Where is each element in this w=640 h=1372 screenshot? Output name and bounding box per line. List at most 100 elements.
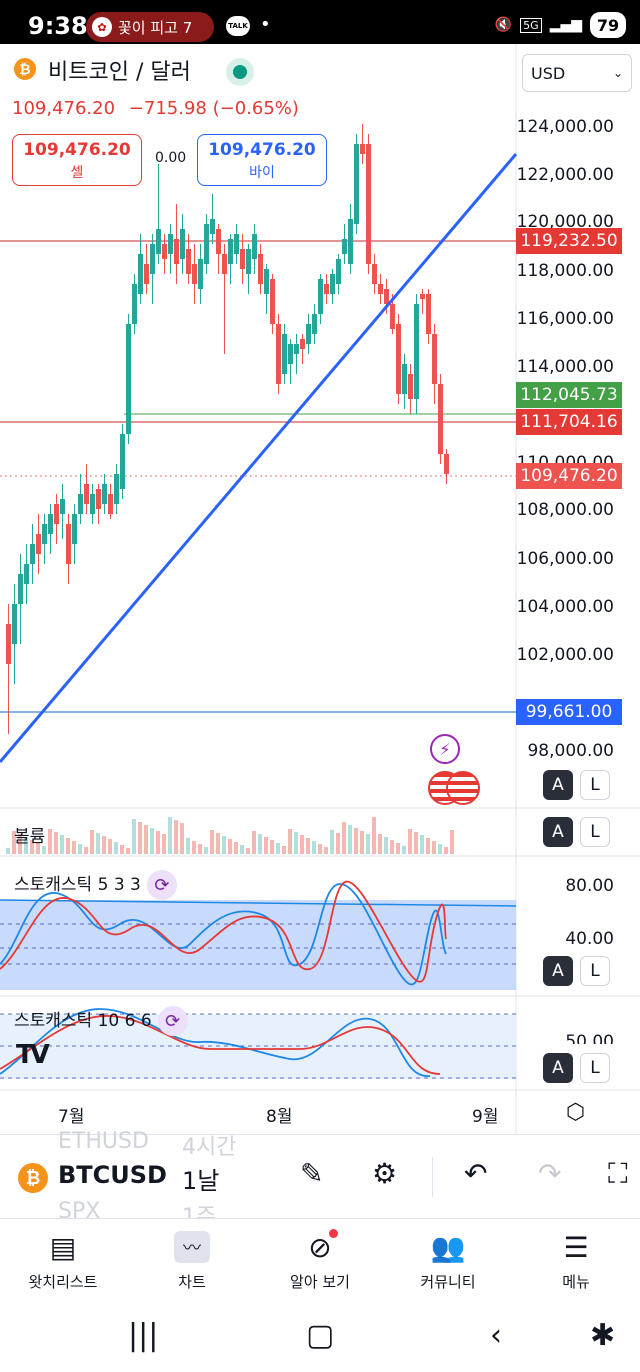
back-icon[interactable]: ‹ xyxy=(490,1318,502,1353)
candle xyxy=(108,494,113,514)
market-open-icon[interactable] xyxy=(226,58,254,86)
chart-area[interactable]: ₿ 비트코인 / 달러 109,476.20 −715.98 (−0.65%) … xyxy=(0,44,640,1134)
us-flag-icon[interactable] xyxy=(446,771,480,805)
stoch2-pane-title[interactable]: 스토캐스틱 10 6 6 ⟳ xyxy=(14,1006,188,1036)
redo-icon[interactable]: ↷ xyxy=(538,1157,562,1190)
candle xyxy=(174,239,179,264)
battery-icon: 79 xyxy=(590,12,626,38)
price-tag[interactable]: 119,232.50 xyxy=(516,228,622,254)
candle xyxy=(24,564,29,584)
candle xyxy=(330,274,335,294)
candle xyxy=(426,294,431,334)
log-scale-button[interactable]: L xyxy=(580,817,610,847)
candle xyxy=(42,524,47,544)
stoch2-d-line xyxy=(0,1015,441,1075)
candle xyxy=(372,264,377,284)
volume-bar xyxy=(24,837,28,854)
candle xyxy=(132,284,137,324)
mute-icon: 🔇 xyxy=(494,17,513,33)
nav-chart[interactable]: 〰 차트 xyxy=(137,1227,247,1292)
chart-settings-icon[interactable]: ⬡ xyxy=(566,1100,586,1125)
notification-chip[interactable]: ✿ 꽃이 피고 7 xyxy=(86,12,214,42)
timeframe-selector[interactable]: 1날 xyxy=(182,1167,220,1195)
timeframe-below: 1주 xyxy=(182,1205,217,1219)
price-change: −715.98 (−0.65%) xyxy=(128,98,299,119)
candle xyxy=(162,244,167,259)
volume-bar xyxy=(90,830,94,854)
candle xyxy=(72,514,77,544)
stoch1-pane-title[interactable]: 스토캐스틱 5 3 3 ⟳ xyxy=(14,870,177,900)
auto-scale-button[interactable]: A xyxy=(543,1053,573,1083)
price-tag[interactable]: 109,476.20 xyxy=(516,463,622,489)
chart-canvas[interactable] xyxy=(0,44,640,1134)
volume-pane-title[interactable]: 볼륨 xyxy=(14,827,46,847)
candle xyxy=(366,144,371,264)
volume-bar xyxy=(402,846,406,854)
time-tick: 7월 xyxy=(58,1107,85,1127)
price-tick: 122,000.00 xyxy=(516,165,614,185)
refresh-icon[interactable]: ⟳ xyxy=(157,1006,188,1036)
indicators-icon[interactable]: ⚙ xyxy=(372,1157,398,1190)
volume-bar xyxy=(444,847,448,854)
candle xyxy=(84,484,89,504)
volume-bar xyxy=(414,832,418,854)
candle xyxy=(282,334,287,374)
nav-explore[interactable]: ⊘ 알아 보기 xyxy=(265,1227,375,1292)
price-tag[interactable]: 112,045.73 xyxy=(516,382,622,408)
fullscreen-icon[interactable]: ⛶ xyxy=(608,1157,628,1190)
volume-bar xyxy=(60,835,64,854)
stoch2-title-text: 스토캐스틱 10 6 6 xyxy=(14,1011,152,1031)
auto-scale-button[interactable]: A xyxy=(543,817,573,847)
price-tag[interactable]: 99,661.00 xyxy=(516,699,622,725)
candle xyxy=(228,239,233,264)
candle xyxy=(156,229,161,254)
price-tag[interactable]: 111,704.16 xyxy=(516,409,622,435)
tradingview-logo[interactable]: TV xyxy=(16,1040,50,1070)
candle xyxy=(252,234,257,259)
candle xyxy=(384,289,389,304)
volume-bar xyxy=(84,847,88,854)
sell-button[interactable]: 109,476.20 셀 xyxy=(12,134,142,186)
home-icon[interactable]: ▢ xyxy=(306,1318,335,1353)
recent-apps-icon[interactable]: ||| xyxy=(128,1318,159,1353)
volume-bar xyxy=(96,833,100,854)
buy-button[interactable]: 109,476.20 바이 xyxy=(197,134,327,186)
volume-bar xyxy=(132,819,136,854)
lightning-icon[interactable]: ⚡ xyxy=(430,734,460,764)
refresh-icon[interactable]: ⟳ xyxy=(146,870,177,900)
volume-bar xyxy=(312,841,316,854)
nav-community[interactable]: 👥 커뮤니티 xyxy=(393,1227,503,1292)
candle xyxy=(420,294,425,299)
nav-menu[interactable]: ☰ 메뉴 xyxy=(521,1227,631,1292)
volume-bar xyxy=(186,838,190,854)
volume-bar xyxy=(372,817,376,854)
volume-bar xyxy=(66,838,70,854)
candle xyxy=(234,234,239,254)
candle xyxy=(186,249,191,274)
timeframe-above: 4시간 xyxy=(182,1135,237,1160)
chart-icon: 〰 xyxy=(137,1227,247,1267)
log-scale-button[interactable]: L xyxy=(580,956,610,986)
candle xyxy=(150,244,155,274)
candle xyxy=(276,324,281,384)
drawing-tool-icon[interactable]: ✎ xyxy=(300,1157,324,1190)
nav-watchlist[interactable]: ▤ 왓치리스트 xyxy=(8,1227,118,1292)
undo-icon[interactable]: ↶ xyxy=(464,1157,488,1190)
volume-bar xyxy=(192,841,196,854)
accessibility-icon[interactable]: ✱ xyxy=(590,1318,616,1353)
volume-bar xyxy=(366,834,370,854)
bitcoin-icon: ₿ xyxy=(14,58,36,80)
auto-scale-button[interactable]: A xyxy=(543,956,573,986)
currency-select[interactable]: USD ⌄ xyxy=(522,54,632,92)
stoch1-tick: 80.00 xyxy=(565,876,614,896)
auto-scale-button[interactable]: A xyxy=(543,770,573,800)
log-scale-button[interactable]: L xyxy=(580,1053,610,1083)
pair-title[interactable]: 비트코인 / 달러 xyxy=(48,60,191,85)
candle xyxy=(246,249,251,274)
candle xyxy=(396,324,401,394)
log-scale-button[interactable]: L xyxy=(580,770,610,800)
symbol-selector[interactable]: BTCUSD xyxy=(58,1161,167,1189)
price-tick: 116,000.00 xyxy=(516,309,614,329)
candle xyxy=(216,229,221,254)
price-tick: 104,000.00 xyxy=(516,597,614,617)
